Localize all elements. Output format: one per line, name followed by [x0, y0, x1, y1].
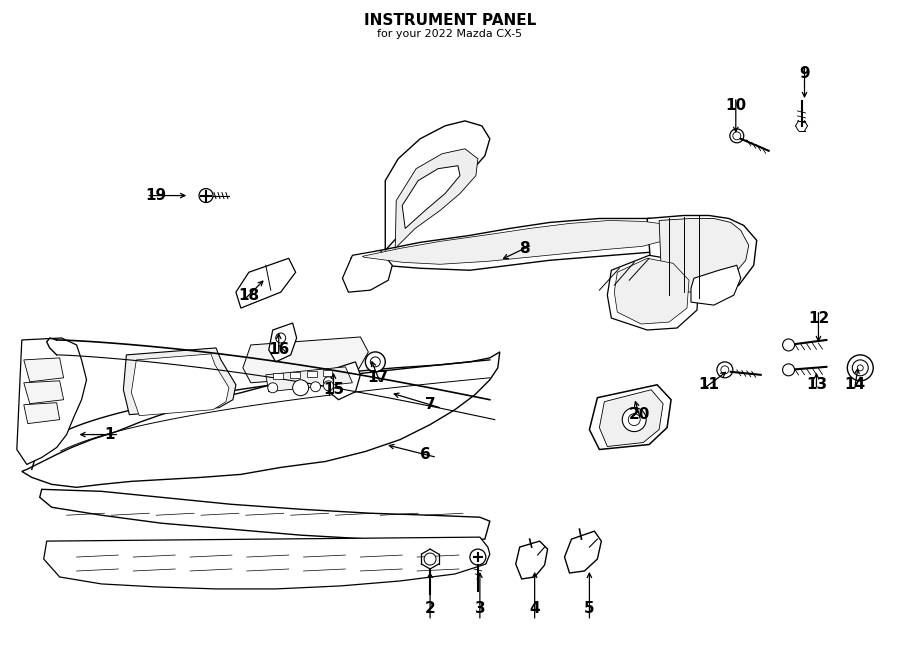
Polygon shape — [23, 358, 64, 382]
Circle shape — [783, 339, 795, 351]
Polygon shape — [615, 258, 689, 324]
Text: 19: 19 — [146, 188, 166, 203]
Circle shape — [717, 362, 733, 378]
Circle shape — [733, 132, 741, 140]
Text: 16: 16 — [268, 342, 289, 357]
Text: 2: 2 — [425, 601, 436, 616]
Bar — [290, 372, 300, 378]
Polygon shape — [23, 402, 59, 424]
Text: 3: 3 — [474, 601, 485, 616]
Polygon shape — [691, 265, 741, 305]
Polygon shape — [608, 256, 699, 330]
Text: 9: 9 — [799, 66, 810, 81]
Text: 14: 14 — [845, 377, 866, 393]
Polygon shape — [343, 250, 392, 292]
Polygon shape — [44, 537, 490, 589]
Circle shape — [424, 553, 436, 565]
Polygon shape — [266, 367, 353, 392]
Circle shape — [783, 364, 795, 376]
Circle shape — [628, 414, 640, 426]
Circle shape — [470, 549, 486, 565]
Bar — [322, 370, 332, 376]
Text: INSTRUMENT PANEL: INSTRUMENT PANEL — [364, 13, 536, 28]
Polygon shape — [123, 348, 236, 414]
Text: 7: 7 — [425, 397, 436, 412]
Text: 10: 10 — [725, 99, 746, 113]
Circle shape — [323, 377, 334, 387]
Polygon shape — [131, 354, 229, 416]
Polygon shape — [40, 489, 490, 541]
Text: 20: 20 — [628, 407, 650, 422]
Text: 15: 15 — [323, 382, 344, 397]
Text: for your 2022 Mazda CX-5: for your 2022 Mazda CX-5 — [377, 29, 523, 39]
Text: 5: 5 — [584, 601, 595, 616]
Circle shape — [323, 381, 334, 391]
Circle shape — [852, 360, 868, 376]
Polygon shape — [516, 541, 547, 579]
Circle shape — [310, 382, 320, 392]
Polygon shape — [22, 352, 500, 487]
Circle shape — [858, 365, 863, 371]
Text: 17: 17 — [368, 370, 389, 385]
Polygon shape — [395, 149, 478, 248]
Text: 1: 1 — [104, 427, 114, 442]
Circle shape — [275, 333, 285, 343]
Polygon shape — [327, 362, 360, 400]
Circle shape — [622, 408, 646, 432]
Polygon shape — [269, 323, 297, 362]
Polygon shape — [23, 381, 64, 404]
Bar — [273, 373, 283, 379]
Polygon shape — [236, 258, 296, 308]
Polygon shape — [402, 166, 460, 228]
Polygon shape — [17, 338, 86, 465]
Text: 6: 6 — [419, 447, 430, 462]
Text: 12: 12 — [808, 310, 829, 326]
Polygon shape — [590, 385, 671, 449]
Polygon shape — [243, 337, 368, 383]
Text: 13: 13 — [806, 377, 827, 393]
Polygon shape — [385, 121, 490, 250]
Polygon shape — [564, 531, 601, 573]
Polygon shape — [659, 218, 749, 292]
Bar — [307, 371, 317, 377]
Circle shape — [268, 383, 278, 393]
Polygon shape — [647, 216, 757, 300]
Text: 11: 11 — [698, 377, 719, 393]
Polygon shape — [350, 218, 699, 270]
Polygon shape — [363, 220, 667, 264]
Circle shape — [730, 129, 743, 143]
Text: 4: 4 — [529, 601, 540, 616]
Text: 18: 18 — [238, 288, 259, 303]
Circle shape — [370, 357, 381, 367]
Circle shape — [847, 355, 873, 381]
Polygon shape — [599, 390, 663, 446]
Circle shape — [292, 380, 309, 396]
Circle shape — [199, 189, 213, 203]
Circle shape — [365, 352, 385, 372]
Text: 8: 8 — [519, 241, 530, 256]
Circle shape — [721, 366, 729, 374]
